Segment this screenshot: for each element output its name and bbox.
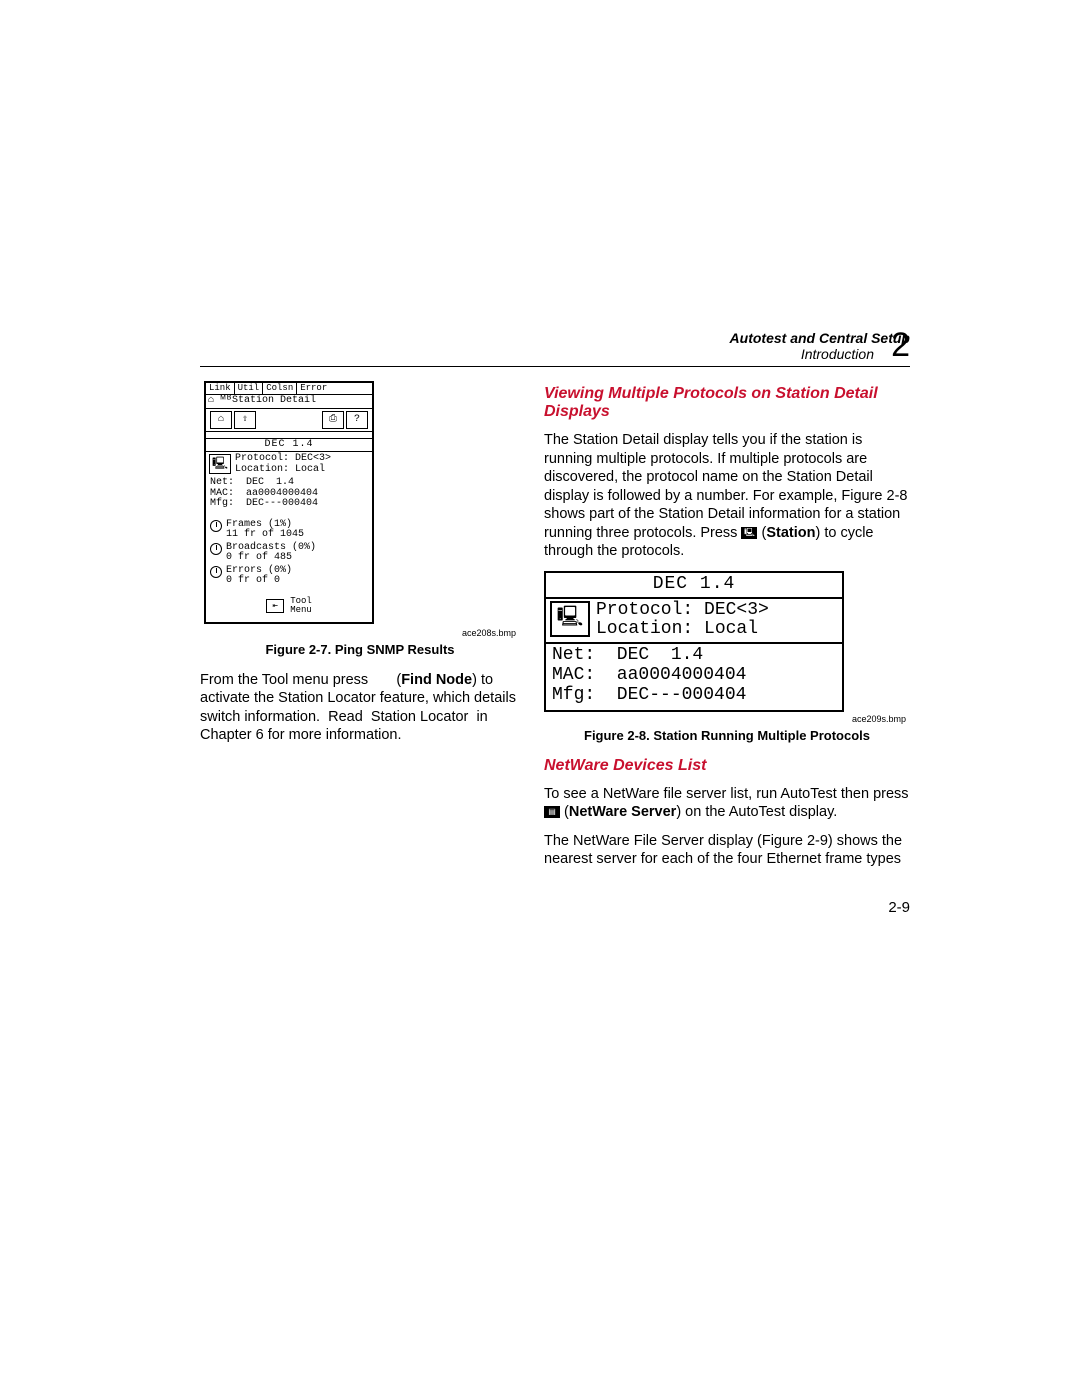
right-paragraph-1: The Station Detail display tells you if … — [544, 431, 910, 561]
right-column: Viewing Multiple Protocols on Station De… — [544, 381, 910, 879]
header-subtitle: Introduction — [200, 346, 910, 362]
net-info: Net: DEC 1.4 MAC: aa0004000404 Mfg: DEC-… — [206, 477, 372, 516]
page-header: Autotest and Central Setup Introduction … — [200, 330, 910, 367]
dec-header: DEC 1.4 — [206, 438, 372, 453]
station-icon: 🖳 — [741, 527, 757, 539]
device-screen-figure-2-7: Link Util Colsn Error ⌂ ᴹᴮStation Detail… — [204, 381, 374, 624]
tab-colsn: Colsn — [263, 383, 297, 394]
frames-value: 11 fr of 1045 — [226, 530, 304, 541]
computer-icon: 🖳 — [550, 601, 590, 637]
find-node-bold: Find Node — [401, 672, 472, 688]
page-number: 2-9 — [200, 899, 910, 916]
station-bold: Station — [766, 525, 815, 541]
tab-util: Util — [235, 383, 264, 394]
broadcasts-value: 0 fr of 485 — [226, 553, 316, 564]
tool-menu: ⇤ Tool Menu — [206, 593, 372, 622]
left-paragraph: From the Tool menu press (Find Node) to … — [200, 671, 520, 745]
header-title: Autotest and Central Setup — [200, 330, 910, 346]
d2-header: DEC 1.4 — [546, 573, 842, 599]
server-icon: ▤ — [544, 806, 560, 818]
right-paragraph-3: The NetWare File Server display (Figure … — [544, 832, 910, 869]
left-column: Link Util Colsn Error ⌂ ᴹᴮStation Detail… — [200, 381, 520, 879]
bmp-filename-2: ace209s.bmp — [544, 714, 906, 724]
bmp-filename: ace208s.bmp — [200, 628, 516, 638]
chapter-number: 2 — [891, 326, 910, 365]
device-screen-figure-2-8: DEC 1.4 🖳 Protocol: DEC<3> Location: Loc… — [544, 571, 844, 712]
d2-protocol-box: 🖳 Protocol: DEC<3> Location: Local — [546, 599, 842, 645]
d2-net-info: Net: DEC 1.4 MAC: aa0004000404 Mfg: DEC-… — [546, 644, 842, 709]
icon-row: ⌂ ⇧ ⎙ ? — [206, 409, 372, 432]
d2-protocol-line: Protocol: DEC<3> — [596, 601, 769, 621]
gauge-icon — [210, 566, 222, 578]
print-icon: ⎙ — [322, 411, 344, 429]
tool-menu-label: Tool Menu — [290, 597, 312, 616]
d2-location-line: Location: Local — [596, 620, 769, 640]
tab-error: Error — [297, 383, 330, 394]
computer-icon: 🖳 — [209, 454, 231, 474]
help-icon: ? — [346, 411, 368, 429]
gauge-icon — [210, 520, 222, 532]
figure-caption-2-7: Figure 2-7. Ping SNMP Results — [200, 642, 520, 657]
protocol-box: 🖳 Protocol: DEC<3> Location: Local — [206, 452, 372, 477]
figure-caption-2-8: Figure 2-8. Station Running Multiple Pro… — [544, 728, 910, 743]
station-detail-title: ⌂ ᴹᴮStation Detail — [206, 395, 372, 409]
home-icon: ⌂ — [210, 411, 232, 429]
tool-icon: ⇤ — [266, 599, 284, 613]
up-icon: ⇧ — [234, 411, 256, 429]
tab-row: Link Util Colsn Error — [206, 383, 372, 395]
netware-server-bold: NetWare Server — [569, 804, 676, 820]
right-paragraph-2: To see a NetWare file server list, run A… — [544, 785, 910, 822]
tab-link: Link — [206, 383, 235, 394]
section-title-viewing: Viewing Multiple Protocols on Station De… — [544, 385, 910, 421]
errors-value: 0 fr of 0 — [226, 576, 292, 587]
stats-block: Frames (1%) 11 fr of 1045 Broadcasts (0%… — [206, 516, 372, 593]
location-line: Location: Local — [235, 465, 331, 476]
gauge-icon — [210, 543, 222, 555]
section-title-netware: NetWare Devices List — [544, 757, 910, 775]
